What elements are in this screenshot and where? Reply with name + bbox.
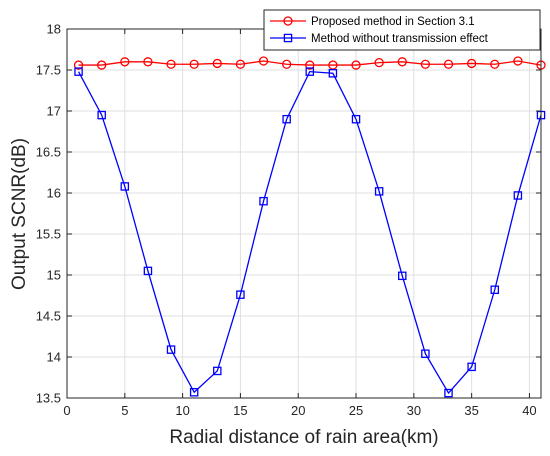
data-point [143, 266, 153, 276]
data-point [213, 366, 222, 376]
data-point [282, 59, 292, 69]
data-point [421, 349, 430, 358]
data-point [120, 182, 130, 191]
data-point [328, 69, 338, 78]
y-tick-label: 17.5 [36, 63, 61, 78]
data-point [189, 388, 199, 397]
legend-entry-1: Proposed method in Section 3.1 [270, 16, 475, 28]
y-tick-label: 15 [47, 268, 61, 283]
data-point [258, 56, 269, 66]
y-tick-label: 17 [47, 104, 61, 119]
data-point [351, 60, 361, 70]
data-point [374, 57, 384, 68]
series-layer [73, 56, 546, 398]
y-tick-label: 16.5 [36, 145, 61, 160]
y-tick-label: 18 [47, 22, 61, 37]
data-point [97, 60, 107, 70]
data-point [143, 57, 153, 67]
y-tick-label: 14 [47, 350, 61, 365]
data-point [351, 114, 361, 124]
data-point [120, 57, 130, 67]
y-tick-label: 15.5 [36, 227, 61, 242]
data-point [420, 59, 431, 69]
legend-box [263, 9, 541, 51]
legend-label: Method without transmission effect [311, 33, 489, 45]
x-tick-label: 35 [464, 403, 478, 418]
series-line [77, 70, 542, 395]
data-point [189, 59, 199, 69]
series-line [78, 60, 542, 66]
data-point [235, 59, 246, 69]
x-tick-label: 10 [175, 403, 189, 418]
x-tick-label: 5 [121, 403, 128, 418]
data-point [467, 362, 476, 372]
legend-entry-2: Method without transmission effect [270, 33, 489, 45]
data-point [166, 345, 176, 354]
x-tick-label: 30 [407, 403, 421, 418]
data-point [513, 191, 523, 200]
x-axis-title: Radial distance of rain area(km) [169, 427, 438, 448]
data-point [398, 271, 407, 281]
y-axis-title: Output SCNR(dB) [9, 138, 30, 290]
legend-label: Proposed method in Section 3.1 [311, 16, 475, 28]
data-point [236, 290, 245, 299]
data-point [397, 57, 407, 67]
series-2 [74, 67, 546, 398]
data-point [166, 59, 176, 69]
x-tick-label: 25 [349, 403, 363, 418]
x-tick-label: 0 [63, 403, 70, 418]
data-point [259, 196, 268, 206]
x-tick-label: 20 [291, 403, 305, 418]
legend: Proposed method in Section 3.1 Method wit… [263, 9, 541, 51]
plot-area [67, 29, 541, 398]
y-tick-label: 13.5 [36, 391, 61, 406]
data-point [305, 67, 315, 76]
y-tick-label: 14.5 [36, 309, 61, 324]
x-tick-label: 15 [233, 403, 247, 418]
data-point [513, 56, 523, 66]
data-point [97, 110, 106, 120]
data-point [374, 187, 384, 196]
data-point [443, 59, 454, 69]
data-point [444, 388, 453, 398]
data-point [490, 59, 500, 69]
data-point [282, 114, 291, 124]
legend-marker [283, 33, 293, 43]
y-tick-label: 16 [47, 186, 61, 201]
data-point [305, 60, 315, 70]
data-point [73, 60, 84, 70]
data-point [466, 58, 477, 69]
data-point [74, 67, 83, 76]
data-point [212, 58, 222, 69]
x-tick-label: 40 [522, 403, 536, 418]
legend-marker [283, 16, 293, 26]
axes: 0 5 10 15 20 25 30 35 40 13.5 14 14.5 15 15.5 16 16.5 17… [36, 22, 541, 418]
data-point [490, 285, 500, 295]
